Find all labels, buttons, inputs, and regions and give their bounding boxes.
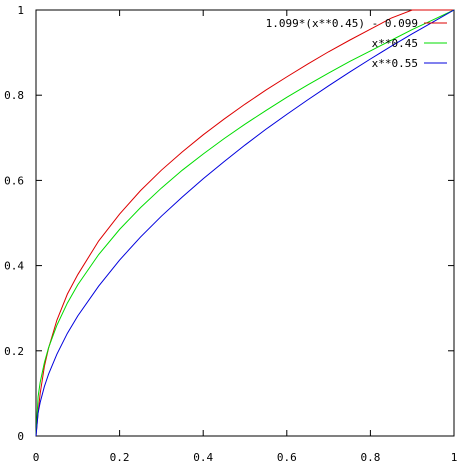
series-line-2 [35,9,455,437]
plot-frame [35,9,455,437]
series-layer [35,9,455,437]
x-tick-label: 0.8 [360,451,380,464]
y-tick-label: 0.8 [4,89,24,102]
y-tick-label: 1 [17,4,24,17]
x-tick-label: 0.4 [193,451,213,464]
series-line-1 [35,9,455,437]
legend-label: 1.099*(x**0.45) - 0.099 [266,17,418,30]
y-tick-label: 0 [17,430,24,443]
y-tick-label: 0.4 [4,260,24,273]
series-line-0 [35,9,454,437]
y-tick-label: 0.6 [4,174,24,187]
x-tick-label: 0.6 [277,451,297,464]
legend-label: x**0.45 [372,37,418,50]
legend: 1.099*(x**0.45) - 0.099 x**0.45 x**0.55 [266,17,447,70]
legend-label: x**0.55 [372,57,418,70]
axis-ticks: 0 0.2 0.4 0.6 0.8 1 0 0.2 0.4 0.6 0.8 1 [4,4,457,464]
x-tick-label: 0.2 [110,451,130,464]
x-tick-label: 0 [33,451,40,464]
y-tick-label: 0.2 [4,345,24,358]
x-tick-label: 1 [451,451,458,464]
